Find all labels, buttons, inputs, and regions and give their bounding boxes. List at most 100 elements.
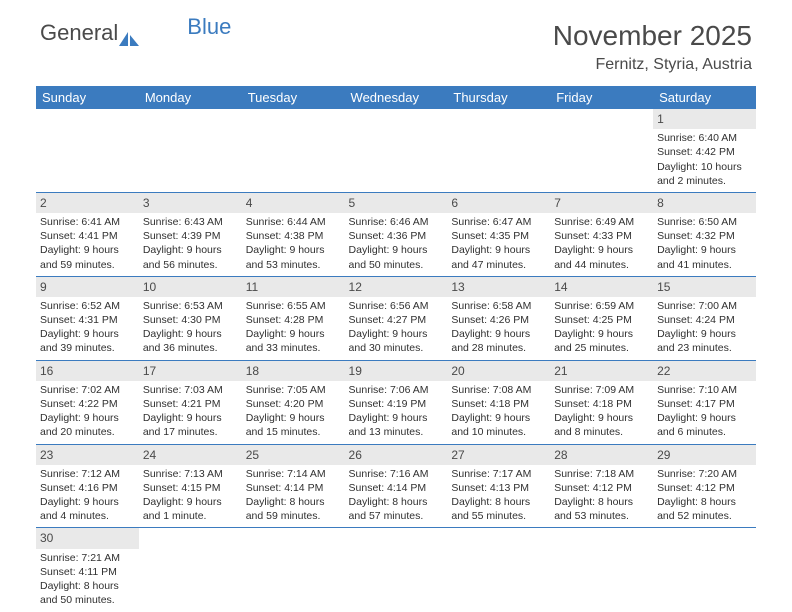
- day-body: Sunrise: 7:05 AMSunset: 4:20 PMDaylight:…: [242, 381, 345, 444]
- daylight-line: Daylight: 9 hours and 20 minutes.: [40, 411, 135, 439]
- day-body: Sunrise: 7:21 AMSunset: 4:11 PMDaylight:…: [36, 549, 139, 612]
- day-body: Sunrise: 7:06 AMSunset: 4:19 PMDaylight:…: [345, 381, 448, 444]
- sunrise-line: Sunrise: 7:08 AM: [451, 383, 546, 397]
- sunset-line: Sunset: 4:35 PM: [451, 229, 546, 243]
- logo: General Blue: [40, 20, 231, 46]
- sunrise-line: Sunrise: 7:16 AM: [349, 467, 444, 481]
- sunset-line: Sunset: 4:28 PM: [246, 313, 341, 327]
- day-body: Sunrise: 7:10 AMSunset: 4:17 PMDaylight:…: [653, 381, 756, 444]
- sunrise-line: Sunrise: 6:53 AM: [143, 299, 238, 313]
- calendar-cell: 12Sunrise: 6:56 AMSunset: 4:27 PMDayligh…: [345, 276, 448, 360]
- sunrise-line: Sunrise: 7:20 AM: [657, 467, 752, 481]
- sunset-line: Sunset: 4:15 PM: [143, 481, 238, 495]
- day-header: Saturday: [653, 86, 756, 109]
- day-number: 13: [447, 277, 550, 297]
- calendar-cell: 7Sunrise: 6:49 AMSunset: 4:33 PMDaylight…: [550, 192, 653, 276]
- calendar-cell: [550, 528, 653, 611]
- daylight-line: Daylight: 9 hours and 41 minutes.: [657, 243, 752, 271]
- sunrise-line: Sunrise: 7:00 AM: [657, 299, 752, 313]
- sunrise-line: Sunrise: 6:44 AM: [246, 215, 341, 229]
- day-number: 8: [653, 193, 756, 213]
- day-body: Sunrise: 6:43 AMSunset: 4:39 PMDaylight:…: [139, 213, 242, 276]
- sunrise-line: Sunrise: 7:03 AM: [143, 383, 238, 397]
- calendar-cell: 9Sunrise: 6:52 AMSunset: 4:31 PMDaylight…: [36, 276, 139, 360]
- sunset-line: Sunset: 4:42 PM: [657, 145, 752, 159]
- daylight-line: Daylight: 8 hours and 55 minutes.: [451, 495, 546, 523]
- month-title: November 2025: [553, 20, 752, 52]
- calendar-cell: 23Sunrise: 7:12 AMSunset: 4:16 PMDayligh…: [36, 444, 139, 528]
- calendar-cell: [242, 109, 345, 192]
- day-number: 19: [345, 361, 448, 381]
- calendar-cell: 30Sunrise: 7:21 AMSunset: 4:11 PMDayligh…: [36, 528, 139, 611]
- sunset-line: Sunset: 4:20 PM: [246, 397, 341, 411]
- calendar-cell: [242, 528, 345, 611]
- day-body: Sunrise: 6:56 AMSunset: 4:27 PMDaylight:…: [345, 297, 448, 360]
- calendar-cell: [139, 528, 242, 611]
- sunrise-line: Sunrise: 6:40 AM: [657, 131, 752, 145]
- daylight-line: Daylight: 9 hours and 4 minutes.: [40, 495, 135, 523]
- day-number: 12: [345, 277, 448, 297]
- day-body: Sunrise: 7:13 AMSunset: 4:15 PMDaylight:…: [139, 465, 242, 528]
- sunset-line: Sunset: 4:18 PM: [451, 397, 546, 411]
- sunset-line: Sunset: 4:21 PM: [143, 397, 238, 411]
- title-block: November 2025 Fernitz, Styria, Austria: [553, 20, 752, 74]
- calendar-cell: 3Sunrise: 6:43 AMSunset: 4:39 PMDaylight…: [139, 192, 242, 276]
- day-number: 10: [139, 277, 242, 297]
- day-body: Sunrise: 7:12 AMSunset: 4:16 PMDaylight:…: [36, 465, 139, 528]
- daylight-line: Daylight: 9 hours and 56 minutes.: [143, 243, 238, 271]
- day-body: Sunrise: 6:58 AMSunset: 4:26 PMDaylight:…: [447, 297, 550, 360]
- sunset-line: Sunset: 4:31 PM: [40, 313, 135, 327]
- daylight-line: Daylight: 8 hours and 50 minutes.: [40, 579, 135, 607]
- day-number: 9: [36, 277, 139, 297]
- logo-text-blue: Blue: [187, 14, 231, 40]
- day-number: 29: [653, 445, 756, 465]
- sunrise-line: Sunrise: 6:41 AM: [40, 215, 135, 229]
- day-body: Sunrise: 6:44 AMSunset: 4:38 PMDaylight:…: [242, 213, 345, 276]
- sunset-line: Sunset: 4:26 PM: [451, 313, 546, 327]
- calendar-cell: 11Sunrise: 6:55 AMSunset: 4:28 PMDayligh…: [242, 276, 345, 360]
- calendar-cell: 5Sunrise: 6:46 AMSunset: 4:36 PMDaylight…: [345, 192, 448, 276]
- sunset-line: Sunset: 4:33 PM: [554, 229, 649, 243]
- day-number: 22: [653, 361, 756, 381]
- calendar-cell: 4Sunrise: 6:44 AMSunset: 4:38 PMDaylight…: [242, 192, 345, 276]
- calendar-cell: 14Sunrise: 6:59 AMSunset: 4:25 PMDayligh…: [550, 276, 653, 360]
- day-body: Sunrise: 7:16 AMSunset: 4:14 PMDaylight:…: [345, 465, 448, 528]
- day-body: Sunrise: 6:53 AMSunset: 4:30 PMDaylight:…: [139, 297, 242, 360]
- sunrise-line: Sunrise: 6:46 AM: [349, 215, 444, 229]
- sunrise-line: Sunrise: 6:47 AM: [451, 215, 546, 229]
- sunrise-line: Sunrise: 6:43 AM: [143, 215, 238, 229]
- daylight-line: Daylight: 9 hours and 8 minutes.: [554, 411, 649, 439]
- sunset-line: Sunset: 4:41 PM: [40, 229, 135, 243]
- day-number: 23: [36, 445, 139, 465]
- day-number: 25: [242, 445, 345, 465]
- day-body: Sunrise: 7:09 AMSunset: 4:18 PMDaylight:…: [550, 381, 653, 444]
- calendar-body: 1Sunrise: 6:40 AMSunset: 4:42 PMDaylight…: [36, 109, 756, 611]
- calendar-cell: 13Sunrise: 6:58 AMSunset: 4:26 PMDayligh…: [447, 276, 550, 360]
- sunset-line: Sunset: 4:36 PM: [349, 229, 444, 243]
- sunrise-line: Sunrise: 6:56 AM: [349, 299, 444, 313]
- day-body: Sunrise: 6:41 AMSunset: 4:41 PMDaylight:…: [36, 213, 139, 276]
- day-body: Sunrise: 7:08 AMSunset: 4:18 PMDaylight:…: [447, 381, 550, 444]
- sunrise-line: Sunrise: 7:18 AM: [554, 467, 649, 481]
- page-header: General Blue November 2025 Fernitz, Styr…: [0, 0, 792, 82]
- calendar-cell: 2Sunrise: 6:41 AMSunset: 4:41 PMDaylight…: [36, 192, 139, 276]
- calendar-table: SundayMondayTuesdayWednesdayThursdayFrid…: [36, 86, 756, 611]
- day-number: 1: [653, 109, 756, 129]
- daylight-line: Daylight: 9 hours and 59 minutes.: [40, 243, 135, 271]
- day-body: Sunrise: 7:14 AMSunset: 4:14 PMDaylight:…: [242, 465, 345, 528]
- calendar-cell: 25Sunrise: 7:14 AMSunset: 4:14 PMDayligh…: [242, 444, 345, 528]
- calendar-cell: 1 Sunrise: 6:40 AMSunset: 4:42 PMDaylight…: [653, 109, 756, 192]
- daylight-line: Daylight: 8 hours and 52 minutes.: [657, 495, 752, 523]
- sunrise-line: Sunrise: 7:09 AM: [554, 383, 649, 397]
- sunset-line: Sunset: 4:32 PM: [657, 229, 752, 243]
- sunset-line: Sunset: 4:22 PM: [40, 397, 135, 411]
- sunset-line: Sunset: 4:12 PM: [554, 481, 649, 495]
- sunrise-line: Sunrise: 7:12 AM: [40, 467, 135, 481]
- sunset-line: Sunset: 4:25 PM: [554, 313, 649, 327]
- day-number: 5: [345, 193, 448, 213]
- calendar-cell: 27Sunrise: 7:17 AMSunset: 4:13 PMDayligh…: [447, 444, 550, 528]
- daylight-line: Daylight: 9 hours and 1 minute.: [143, 495, 238, 523]
- day-header: Tuesday: [242, 86, 345, 109]
- day-body: Sunrise: 6:46 AMSunset: 4:36 PMDaylight:…: [345, 213, 448, 276]
- daylight-line: Daylight: 10 hours and 2 minutes.: [657, 160, 752, 188]
